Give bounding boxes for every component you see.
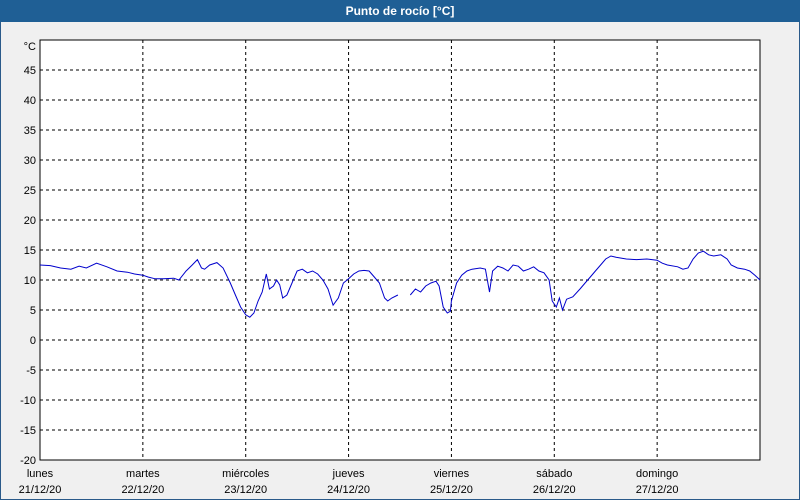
x-axis: lunes 21/12/20 martes 22/12/20 miércoles 23/1… [19,468,679,496]
x-tick-date-label: 21/12/20 [19,484,62,496]
x-tick-day-label: lunes [27,468,54,480]
y-tick-label: -20 [20,455,36,467]
y-tick-label: 40 [24,95,36,107]
y-tick-label: -5 [26,365,36,377]
x-tick-day-label: domingo [636,468,678,480]
dew-point-line-segment [409,250,761,314]
x-tick-day-label: viernes [434,468,470,480]
x-tick-day-label: martes [126,468,160,480]
y-tick-label: 15 [24,245,36,257]
x-tick-day-label: jueves [332,468,365,480]
y-tick-label: 25 [24,185,36,197]
grid-lines [40,40,760,460]
x-tick-date-label: 23/12/20 [224,484,267,496]
x-tick-date-label: 26/12/20 [533,484,576,496]
x-tick-day-label: sábado [536,468,572,480]
y-axis-unit-label: °C [24,41,36,53]
y-tick-label: -10 [20,395,36,407]
chart-title: Punto de rocío [°C] [0,0,800,22]
y-tick-label: 10 [24,275,36,287]
x-tick-date-label: 25/12/20 [430,484,473,496]
y-tick-label: 45 [24,65,36,77]
x-tick-day-label: miércoles [222,468,270,480]
series-layer [39,250,761,318]
dew-point-line-segment [39,258,399,318]
y-tick-label: 20 [24,215,36,227]
y-tick-label: 0 [30,335,36,347]
y-tick-label: -15 [20,425,36,437]
y-tick-label: 35 [24,125,36,137]
y-tick-label: 5 [30,305,36,317]
y-tick-label: 30 [24,155,36,167]
x-tick-date-label: 27/12/20 [636,484,679,496]
x-tick-date-label: 24/12/20 [327,484,370,496]
y-axis: 45 40 35 30 25 20 15 10 5 0 -5 -10 -15 -20 [20,65,36,467]
x-tick-date-label: 22/12/20 [121,484,164,496]
